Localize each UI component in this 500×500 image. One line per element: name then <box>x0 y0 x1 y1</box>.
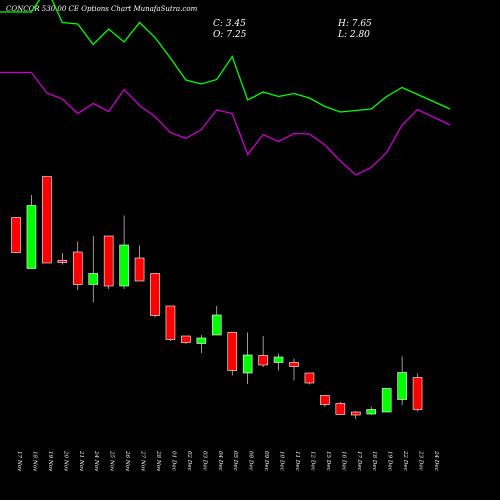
x-tick-label: 24 Nov <box>93 450 99 472</box>
open-value-label: O: 7.25 <box>213 30 247 40</box>
x-tick-label: 20 Nov <box>62 450 68 472</box>
candle <box>196 335 207 353</box>
candle-body <box>119 244 129 287</box>
candle <box>350 411 361 419</box>
candle-body <box>88 273 99 285</box>
x-tick-label: 04 Dec <box>217 451 223 472</box>
candle-body <box>211 314 222 336</box>
candle <box>335 402 346 415</box>
x-tick-label: 03 Dec <box>201 451 207 472</box>
x-tick-label: 01 Dec <box>170 451 176 472</box>
low-value-label: L: 2.80 <box>337 30 370 40</box>
candle <box>320 395 330 407</box>
candle <box>165 305 176 341</box>
x-tick-label: 05 Dec <box>232 451 238 472</box>
candle-body <box>42 176 52 264</box>
candle-body <box>165 305 176 340</box>
candle <box>119 215 129 289</box>
candle <box>289 358 299 381</box>
candle <box>211 306 222 336</box>
candle <box>26 195 37 269</box>
x-tick-label: 26 Nov <box>124 450 130 472</box>
candle <box>227 332 238 376</box>
candle <box>397 356 407 405</box>
overlay-lines <box>0 0 451 176</box>
chart-title: CONCOR 530.00 CE Options Chart MunafaSut… <box>6 5 198 13</box>
candle <box>242 332 253 384</box>
x-tick-label: 02 Dec <box>186 451 192 472</box>
candles <box>11 176 423 419</box>
candle <box>412 373 423 412</box>
candle <box>11 217 21 253</box>
x-tick-label: 21 Nov <box>78 450 84 472</box>
candle <box>150 273 160 318</box>
x-tick-label: 27 Nov <box>140 450 146 472</box>
candle-body <box>381 388 392 413</box>
x-tick-label: 18 Dec <box>371 451 377 472</box>
x-tick-label: 12 Dec <box>309 451 315 472</box>
candle-body <box>103 235 114 287</box>
candle-body <box>273 356 284 363</box>
candle-body <box>242 354 253 374</box>
candle-body <box>366 409 377 415</box>
candle-body <box>134 257 145 282</box>
x-tick-label: 22 Dec <box>402 450 408 472</box>
candle-body <box>289 362 299 367</box>
candle-body <box>72 251 83 285</box>
candle <box>273 353 284 371</box>
x-tick-label: 19 Nov <box>47 451 53 472</box>
x-tick-label: 25 Nov <box>109 450 115 472</box>
candle-body <box>335 403 346 415</box>
x-tick-label: 23 Dec <box>418 450 424 472</box>
x-tick-label: 18 Nov <box>31 451 37 472</box>
candle <box>181 335 191 344</box>
x-tick-label: 19 Dec <box>387 451 393 472</box>
x-tick-label: 17 Dec <box>356 451 362 472</box>
candle-body <box>397 372 407 400</box>
candle <box>42 176 52 264</box>
candle-body <box>196 337 207 344</box>
x-tick-label: 09 Dec <box>263 451 269 472</box>
x-tick-label: 10 Dec <box>279 451 285 472</box>
x-tick-label: 16 Dec <box>340 451 346 472</box>
candle <box>304 372 315 385</box>
x-tick-label: 17 Nov <box>16 451 22 472</box>
candle-body <box>11 217 21 253</box>
candle <box>366 406 377 415</box>
candle <box>72 241 83 290</box>
candle-body <box>150 273 160 316</box>
x-tick-label: 28 Nov <box>155 450 161 472</box>
candle-body <box>412 377 423 410</box>
candle <box>258 336 268 367</box>
candle-body <box>320 395 330 405</box>
x-tick-label: 24 Dec <box>433 450 439 472</box>
x-axis-tick-labels: 17 Nov 18 Nov 19 Nov 20 Nov 21 Nov 24 Nov 25 N… <box>16 450 439 472</box>
candle <box>88 236 99 303</box>
close-value-label: C: 3.45 <box>213 19 246 29</box>
x-tick-label: 15 Dec <box>325 451 331 472</box>
x-tick-label: 08 Dec <box>248 451 254 472</box>
candle-body <box>227 332 238 371</box>
candle <box>57 253 68 265</box>
candle-body <box>304 372 315 384</box>
high-value-label: H: 7.65 <box>337 19 372 29</box>
candle <box>103 235 114 289</box>
overlay-line-2 <box>0 71 451 176</box>
x-tick-label: 11 Dec <box>294 451 300 472</box>
candle-body <box>350 411 361 416</box>
candle-body <box>57 260 68 263</box>
candle <box>381 388 392 413</box>
candle-body <box>258 355 268 366</box>
overlay-line-1 <box>0 0 451 113</box>
candle-body <box>26 205 37 269</box>
candle <box>134 245 145 282</box>
candle-body <box>181 335 191 343</box>
